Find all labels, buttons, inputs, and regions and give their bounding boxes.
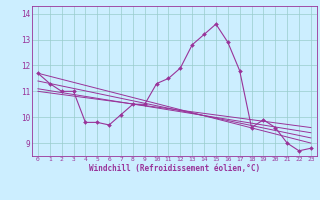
X-axis label: Windchill (Refroidissement éolien,°C): Windchill (Refroidissement éolien,°C) — [89, 164, 260, 173]
